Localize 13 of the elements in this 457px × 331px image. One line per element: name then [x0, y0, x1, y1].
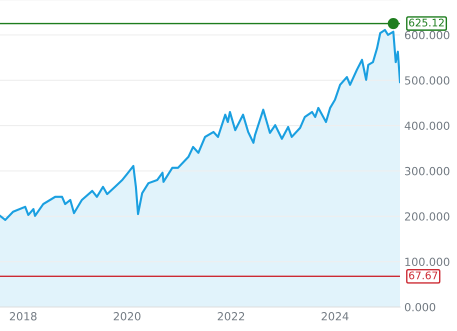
x-tick-label: 2024 [322, 312, 348, 320]
y-tick-label: 300.000 [405, 166, 450, 176]
y-tick-label: 400.000 [404, 122, 450, 130]
y-tick-label: 0.000 [404, 302, 436, 312]
x-tick-label: 2018 [10, 312, 37, 320]
y-tick-label: 600.000 [404, 30, 450, 40]
y-tick-label: 500.000 [405, 76, 450, 85]
ref-line-label: 67.67 [409, 271, 438, 280]
x-tick-label: 2020 [114, 312, 140, 320]
y-tick-label: 200.000 [404, 212, 450, 221]
x-tick-label: 2022 [218, 312, 244, 320]
y-tick-label: 100.000 [405, 258, 450, 266]
ref-line-label: 625.12 [409, 18, 444, 27]
